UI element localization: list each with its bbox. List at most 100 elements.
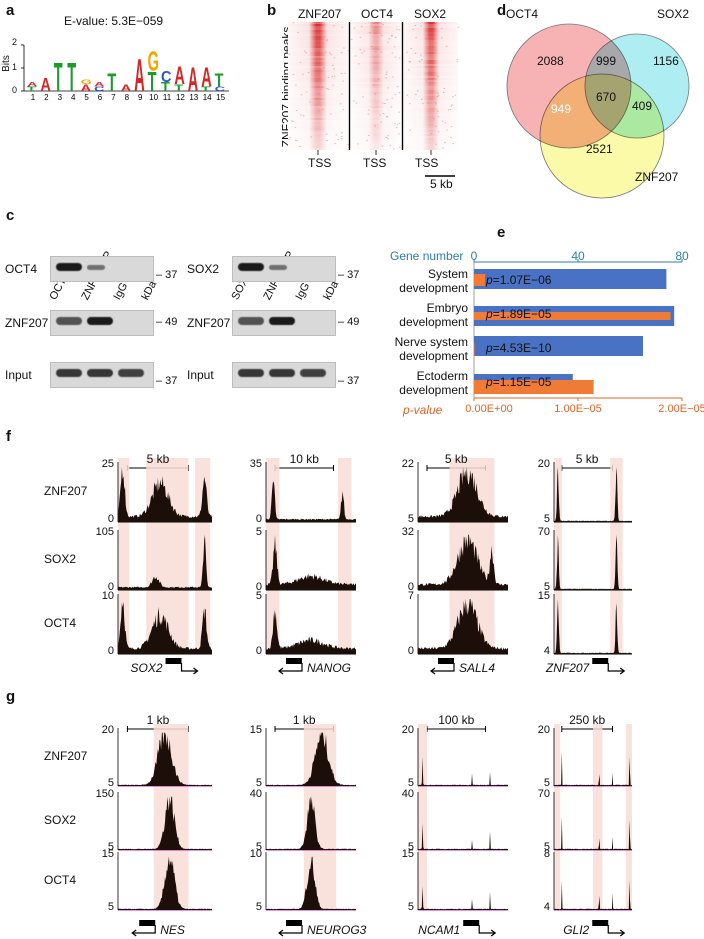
heatmap-speckle xyxy=(339,103,342,105)
heatmap-speckle xyxy=(444,122,447,124)
heatmap-speckle xyxy=(427,103,429,105)
peak-region-highlight xyxy=(418,724,427,910)
heatmap-row xyxy=(351,50,401,52)
heatmap-row xyxy=(288,120,348,122)
heatmap-speckle xyxy=(291,120,293,122)
heatmap-row xyxy=(288,116,348,118)
heatmap-speckle xyxy=(456,61,459,63)
heatmap-speckle xyxy=(310,136,312,138)
logo-position-8: 8 xyxy=(125,93,130,102)
heatmap-row xyxy=(404,120,458,122)
heatmap-speckle xyxy=(443,87,446,89)
scale-label-g-3: 250 kb xyxy=(569,713,606,727)
heatmap-row xyxy=(351,22,401,24)
heatmap-speckle xyxy=(398,122,401,124)
heatmap-row xyxy=(288,84,348,86)
heatmap-row xyxy=(288,60,348,62)
heatmap-speckle xyxy=(391,97,394,99)
venn-count-oct4-znf207: 949 xyxy=(551,102,572,116)
heatmap-row xyxy=(351,112,401,114)
heatmap-row xyxy=(351,148,401,150)
heatmap-speckle xyxy=(325,40,328,42)
heatmap-speckle xyxy=(435,125,437,127)
heatmap-speckle xyxy=(386,99,389,101)
heatmap-row xyxy=(288,28,348,30)
motif-evalue: E-value: 5.3E−059 xyxy=(64,14,164,28)
heatmap-row xyxy=(351,124,401,126)
logo-position-5: 5 xyxy=(84,93,89,102)
venn-set-znf207: ZNF207 xyxy=(635,170,679,184)
heatmap-row xyxy=(288,122,348,124)
heatmap-speckle xyxy=(300,94,303,96)
heatmap-speckle xyxy=(391,52,394,54)
heatmap-row xyxy=(288,34,348,36)
signal-track xyxy=(554,466,632,522)
go-bottom-tick-2: 2.00E−05 xyxy=(658,403,704,415)
heatmap-speckle xyxy=(299,145,301,147)
blot-row-label-right-0: SOX2 xyxy=(187,262,220,276)
logo-letter-10-0: T xyxy=(148,66,157,97)
heatmap-speckle xyxy=(325,51,327,53)
track-ytick-top-g-3-1: 70 xyxy=(537,788,550,800)
heatmap-speckle xyxy=(343,47,345,49)
heatmap-speckle xyxy=(444,142,446,144)
heatmap-row xyxy=(288,124,348,126)
heatmap-speckle xyxy=(396,28,398,30)
heatmap-row xyxy=(404,60,458,62)
heatmap-row xyxy=(351,88,401,90)
heatmap-row xyxy=(404,78,458,80)
heatmap-speckle xyxy=(406,51,408,53)
heatmap-speckle xyxy=(422,103,424,105)
heatmap-row xyxy=(288,32,348,34)
venn-count-all: 670 xyxy=(596,90,617,104)
logo-letter-1-1: A xyxy=(27,81,37,88)
heatmap-tss-2: TSS xyxy=(363,156,387,170)
track-ytick-top-g-3-0: 20 xyxy=(537,724,550,736)
heatmap-speckle xyxy=(347,149,349,151)
track-ytick-bot-g-0-1: 5 xyxy=(107,841,114,853)
venn-set-oct4: OCT4 xyxy=(506,7,539,21)
blot-band xyxy=(269,369,295,377)
heatmap-row xyxy=(288,74,348,76)
heatmap-row xyxy=(351,132,401,134)
heatmap-speckle xyxy=(420,25,423,27)
logo-letter-10-1: G xyxy=(148,45,159,76)
heatmap-speckle xyxy=(445,45,448,47)
go-category-2-l1: Nerve system xyxy=(394,335,468,349)
heatmap-speckle xyxy=(394,36,397,38)
heatmap-speckle xyxy=(450,126,453,128)
blot-band xyxy=(238,317,264,325)
heatmap-speckle xyxy=(292,120,295,122)
venn-znf207-circle xyxy=(539,73,665,199)
signal-track xyxy=(118,467,212,522)
heatmap-speckle xyxy=(396,86,399,88)
heatmap-speckle xyxy=(337,139,339,141)
blot-row-label-left-1: ZNF207 xyxy=(5,316,49,330)
logo-position-4: 4 xyxy=(71,93,76,102)
logo-letter-6-0: C xyxy=(94,86,104,93)
track-ytick-top-f-0-2: 10 xyxy=(101,590,114,602)
go-category-3-l2: development xyxy=(399,383,468,397)
heatmap-speckle xyxy=(335,134,338,136)
heatmap-speckle xyxy=(390,106,393,108)
heatmap-speckle xyxy=(434,101,437,103)
heatmap-speckle xyxy=(392,76,394,78)
heatmap-row xyxy=(351,58,401,60)
heatmap-row xyxy=(351,118,401,120)
heatmap-row xyxy=(288,82,348,84)
heatmap-row xyxy=(404,140,458,142)
heatmap-row xyxy=(404,122,458,124)
heatmap-row xyxy=(404,24,458,26)
heatmap-speckle xyxy=(381,145,384,147)
signal-track xyxy=(418,885,508,910)
heatmap-speckle xyxy=(299,61,302,63)
heatmap-speckle xyxy=(326,140,328,142)
track-ytick-bot-f-0-2: 0 xyxy=(107,645,114,657)
peak-region-highlight xyxy=(266,458,280,654)
heatmap-speckle xyxy=(437,116,440,118)
heatmap-row xyxy=(404,50,458,52)
track-ytick-top-g-1-1: 40 xyxy=(249,788,262,800)
heatmap-row xyxy=(351,42,401,44)
heatmap-speckle xyxy=(326,88,328,90)
